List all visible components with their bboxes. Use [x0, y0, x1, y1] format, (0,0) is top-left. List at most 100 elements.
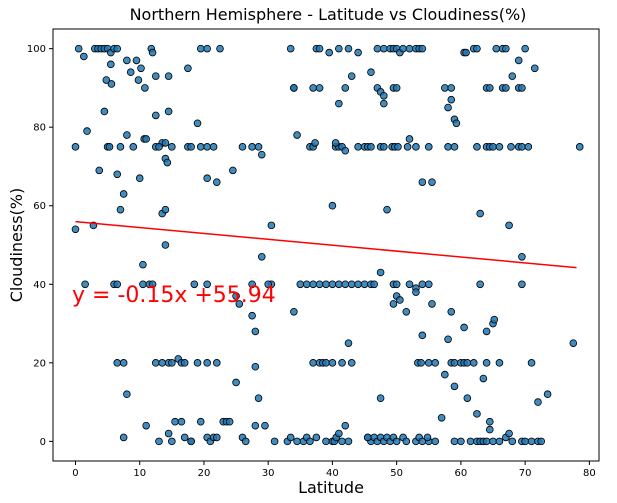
data-point — [251, 362, 260, 371]
data-point — [113, 44, 122, 53]
data-point — [405, 135, 414, 143]
y-tick-label: 20 — [33, 358, 46, 369]
data-point — [161, 241, 170, 249]
data-point — [296, 280, 305, 289]
data-point — [261, 421, 269, 430]
y-axis-title: Cloudiness(%) — [7, 188, 26, 303]
data-point — [508, 437, 517, 446]
data-point — [123, 56, 131, 65]
data-point — [417, 359, 425, 367]
data-point — [335, 280, 343, 289]
data-point — [196, 143, 205, 151]
data-point — [251, 421, 260, 430]
data-point — [335, 99, 343, 108]
data-point — [267, 221, 276, 230]
data-point — [164, 429, 173, 438]
data-point — [399, 44, 407, 53]
data-point — [129, 143, 138, 151]
data-point — [126, 68, 135, 76]
data-point — [168, 359, 176, 367]
data-point — [380, 99, 388, 108]
data-point — [457, 437, 465, 446]
data-point — [241, 437, 250, 446]
data-point — [322, 437, 330, 446]
data-point — [161, 139, 170, 147]
data-point — [380, 44, 388, 53]
data-point — [80, 52, 88, 61]
data-point — [423, 433, 432, 442]
data-point — [341, 280, 350, 289]
data-point — [325, 48, 334, 57]
data-point — [328, 280, 337, 289]
y-tick-label: 40 — [33, 280, 46, 291]
data-point — [95, 166, 104, 175]
data-point — [184, 64, 192, 73]
data-point — [482, 359, 491, 367]
data-point — [338, 359, 346, 367]
data-point — [424, 359, 433, 367]
data-point — [328, 359, 337, 367]
data-point — [177, 417, 186, 426]
data-point — [71, 143, 80, 151]
data-point — [335, 429, 343, 438]
data-point — [418, 331, 427, 340]
chart-title: Northern Hemisphere - Latitude vs Cloudi… — [130, 5, 527, 24]
data-point — [569, 339, 578, 347]
plot-frame — [52, 28, 600, 462]
data-point — [463, 394, 472, 402]
data-point — [151, 111, 160, 120]
data-point — [450, 359, 459, 367]
data-point — [521, 44, 529, 53]
data-point — [405, 44, 414, 53]
data-point — [161, 205, 170, 214]
data-point — [341, 146, 350, 155]
data-point — [328, 201, 337, 210]
data-point — [473, 410, 481, 418]
data-point — [270, 437, 279, 446]
x-tick-label: 70 — [519, 468, 532, 479]
data-point — [469, 359, 478, 367]
data-point — [537, 437, 545, 446]
data-point — [134, 76, 143, 84]
data-point — [492, 44, 501, 53]
data-point — [447, 95, 456, 104]
data-point — [482, 327, 491, 336]
data-point — [309, 359, 317, 367]
data-point — [405, 280, 414, 289]
data-point — [354, 280, 362, 289]
data-point — [518, 252, 526, 261]
x-axis: 0 10 20 30 40 50 60 70 80 — [72, 461, 596, 479]
data-point — [322, 280, 330, 289]
data-point — [392, 84, 401, 92]
data-point — [148, 48, 157, 57]
data-point — [229, 166, 237, 175]
data-point — [376, 394, 385, 402]
data-point — [441, 370, 449, 379]
data-point — [203, 143, 211, 151]
data-point — [450, 143, 459, 151]
data-point — [264, 280, 272, 289]
data-point — [575, 143, 584, 151]
x-tick-label: 80 — [583, 468, 596, 479]
data-point — [107, 80, 116, 88]
data-point — [123, 390, 131, 399]
data-point — [254, 143, 263, 151]
data-point — [232, 292, 240, 300]
data-point — [163, 158, 172, 167]
data-point — [485, 425, 494, 434]
data-point — [428, 300, 436, 308]
data-point — [373, 44, 382, 53]
data-point — [428, 178, 436, 186]
data-point — [424, 280, 433, 289]
data-point — [286, 44, 295, 53]
data-point — [83, 127, 91, 135]
data-point — [392, 280, 401, 289]
data-point — [302, 280, 311, 289]
x-tick-label: 30 — [262, 468, 275, 479]
data-point — [248, 143, 256, 151]
x-tick-label: 50 — [390, 468, 403, 479]
data-point — [309, 84, 317, 92]
data-point — [116, 143, 125, 151]
data-point — [257, 150, 266, 159]
